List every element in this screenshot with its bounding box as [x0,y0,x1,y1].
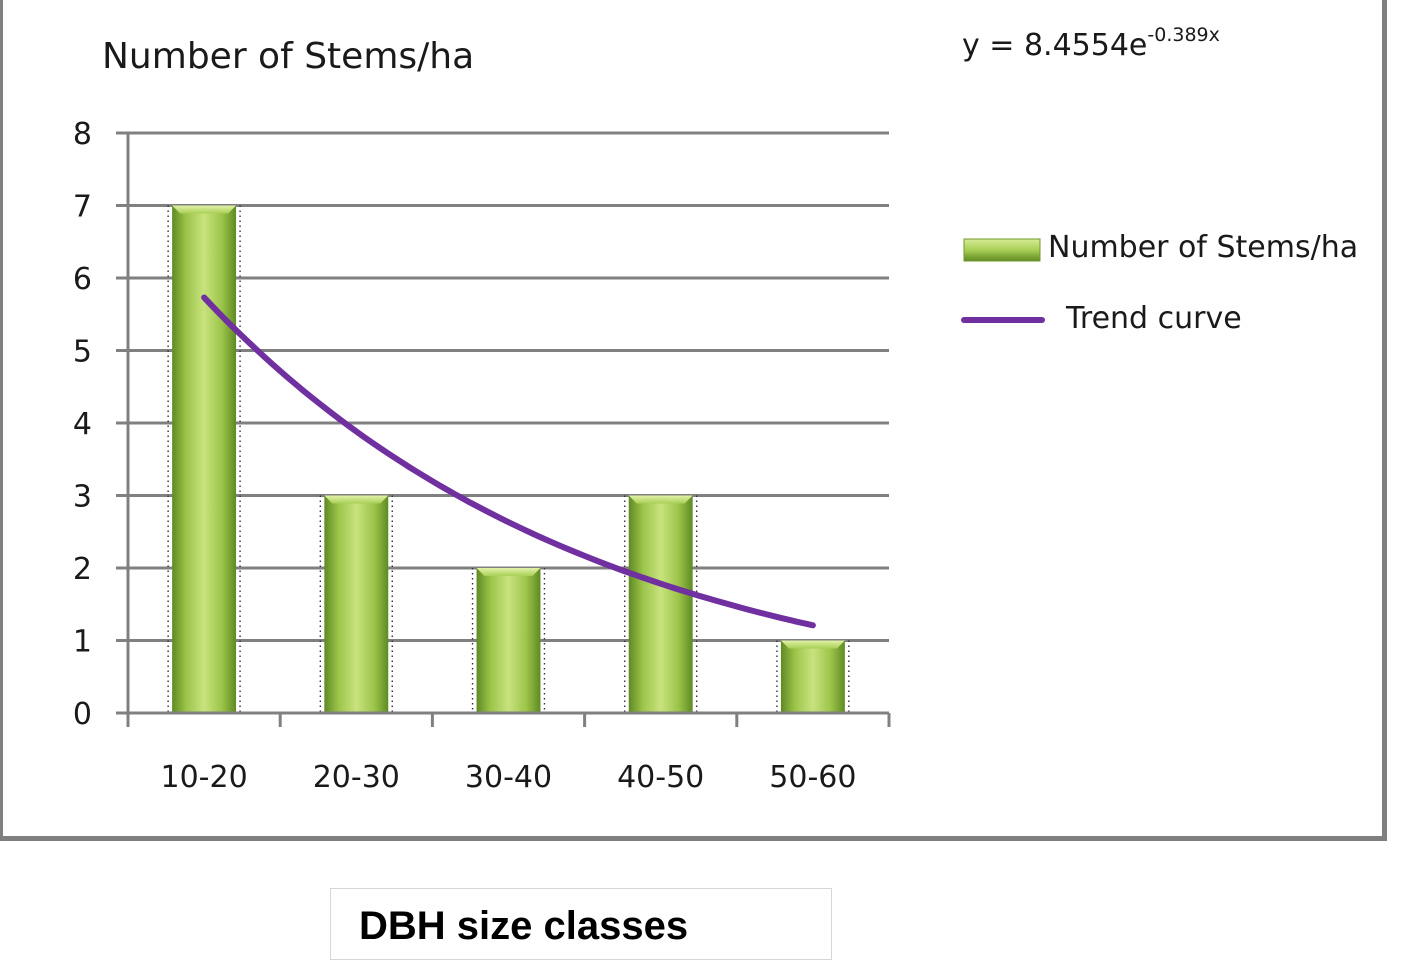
bar-cap [628,495,693,504]
y-tick-label: 0 [73,697,92,732]
bar-40-50 [628,495,693,713]
legend-bar-swatch [963,238,1041,262]
y-tick-label: 7 [73,190,92,225]
bar-cap [476,568,541,576]
bar-20-30 [324,495,389,713]
x-tick-label: 30-40 [465,760,552,795]
y-tick-label: 2 [73,552,92,587]
legend-label-trend: Trend curve [1066,301,1242,336]
equation-base: y = 8.4554e [962,28,1148,63]
bar-cap [172,205,237,214]
bar-30-40 [476,568,541,713]
y-tick-label: 1 [73,625,92,660]
bar-50-60 [780,640,845,713]
equation-exponent: -0.389x [1147,24,1220,46]
y-tick-label: 6 [73,262,92,297]
trend-curve [201,294,816,629]
bar-cap [324,495,389,504]
y-tick-label: 4 [73,407,92,442]
x-tick-label: 50-60 [769,760,856,795]
x-tick-label: 20-30 [313,760,400,795]
chart-title: Number of Stems/ha [102,36,475,77]
bar-10-20 [172,205,237,713]
x-axis-title: DBH size classes [359,904,689,948]
trend-equation: y = 8.4554e-0.389x [962,24,1220,63]
x-tick-label: 40-50 [617,760,704,795]
x-axis-title-box: DBH size classes [330,888,832,960]
bar-cap [780,640,845,649]
y-tick-label: 5 [73,335,92,370]
x-tick-label: 10-20 [161,760,248,795]
y-tick-label: 8 [73,117,92,152]
y-tick-label: 3 [73,480,92,515]
legend-label-bars: Number of Stems/ha [1048,230,1359,265]
